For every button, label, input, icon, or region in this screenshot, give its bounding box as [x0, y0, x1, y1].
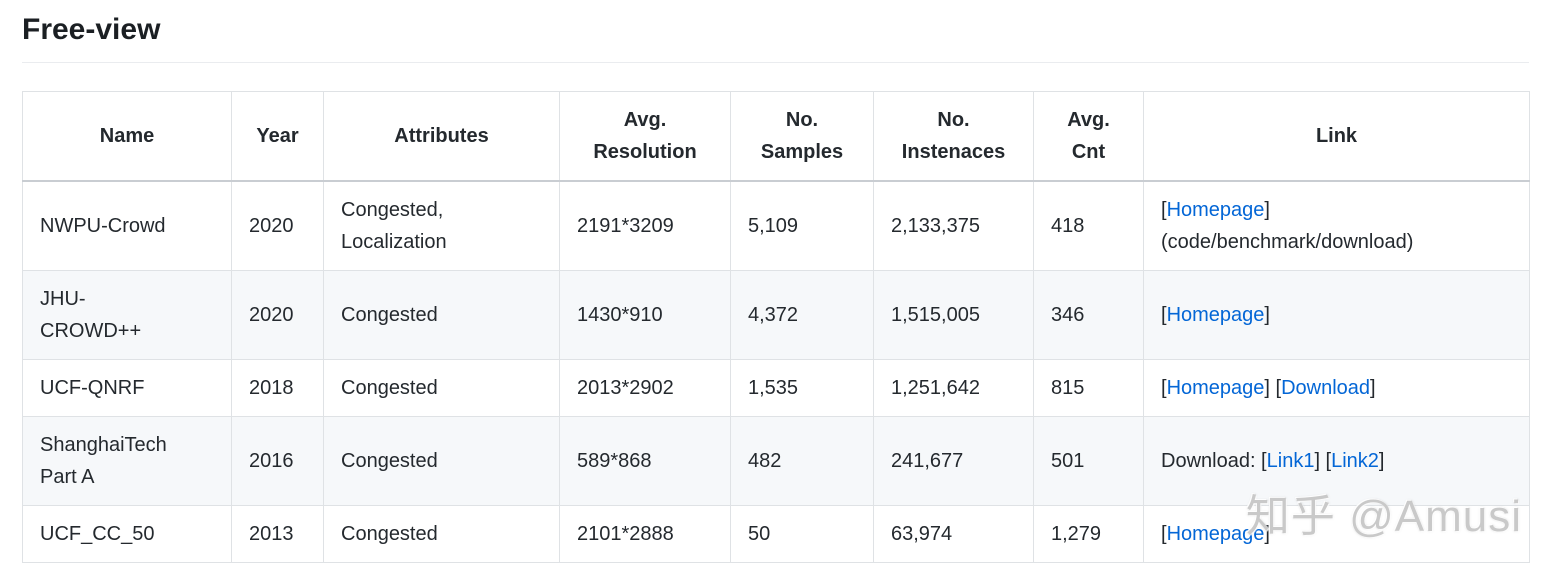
link-line: [Homepage] — [1161, 518, 1512, 550]
cell-avg-resolution: 589*868 — [559, 416, 731, 506]
cell-name: UCF-QNRF — [22, 359, 232, 417]
cell-year: 2016 — [231, 416, 324, 506]
link-plain-text: Download: [ — [1161, 450, 1267, 472]
cell-avg-cnt: 501 — [1033, 416, 1144, 506]
cell-year: 2020 — [231, 270, 324, 360]
link-plain-text: [ — [1161, 304, 1167, 326]
cell-attributes: Congested — [323, 270, 560, 360]
cell-avg-resolution: 1430*910 — [559, 270, 731, 360]
cell-name: JHU- CROWD++ — [22, 270, 232, 360]
column-header-no-instenaces: No. Instenaces — [873, 91, 1034, 182]
cell-year: 2013 — [231, 505, 324, 563]
column-header-avg-resolution: Avg. Resolution — [559, 91, 731, 182]
homepage-link[interactable]: Homepage — [1166, 377, 1265, 399]
cell-year: 2020 — [231, 180, 324, 271]
link-plain-text: ] — [1264, 304, 1270, 326]
cell-year: 2018 — [231, 359, 324, 417]
link-plain-text: [ — [1161, 523, 1167, 545]
cell-avg-cnt: 346 — [1033, 270, 1144, 360]
cell-avg-cnt: 418 — [1033, 180, 1144, 271]
cell-no-samples: 4,372 — [730, 270, 874, 360]
cell-attributes: Congested — [323, 505, 560, 563]
table-row: UCF_CC_50 2013 Congested 2101*2888 50 63,974 1… — [22, 505, 1530, 563]
cell-avg-resolution: 2013*2902 — [559, 359, 731, 417]
link-line: [Homepage] — [1161, 194, 1512, 226]
cell-name: NWPU-Crowd — [22, 180, 232, 271]
page-title: Free-view — [22, 10, 1529, 63]
table-header: Name Year Attributes Avg. Resolution No.… — [22, 91, 1530, 182]
cell-attributes: Congested — [323, 359, 560, 417]
link-plain-text: [ — [1161, 377, 1167, 399]
cell-no-instenaces: 2,133,375 — [873, 180, 1034, 271]
cell-attributes: Congested, Localization — [323, 180, 560, 271]
cell-avg-cnt: 815 — [1033, 359, 1144, 417]
table-row: NWPU-Crowd 2020 Congested, Localization 219… — [22, 180, 1530, 271]
link-plain-text: ] — [1264, 523, 1270, 545]
table-row: UCF-QNRF 2018 Congested 2013*2902 1,535 1,251… — [22, 359, 1530, 417]
link1-link[interactable]: Link1 — [1266, 450, 1315, 472]
link-line: [Homepage] — [1161, 299, 1512, 331]
cell-no-instenaces: 241,677 — [873, 416, 1034, 506]
cell-no-samples: 482 — [730, 416, 874, 506]
cell-avg-cnt: 1,279 — [1033, 505, 1144, 563]
cell-link: [Homepage] (code/benchmark/download) — [1143, 180, 1530, 271]
cell-link: Download: [Link1] [Link2] — [1143, 416, 1530, 506]
table-row: JHU- CROWD++ 2020 Congested 1430*910 4,372 1,… — [22, 270, 1530, 360]
link-line: (code/benchmark/download) — [1161, 226, 1512, 258]
cell-attributes: Congested — [323, 416, 560, 506]
link-plain-text: ] — [1370, 377, 1376, 399]
download-link[interactable]: Download — [1281, 377, 1371, 399]
table-body: NWPU-Crowd 2020 Congested, Localization 219… — [22, 180, 1530, 563]
homepage-link[interactable]: Homepage — [1166, 523, 1265, 545]
header-row: Name Year Attributes Avg. Resolution No.… — [22, 91, 1530, 182]
cell-no-samples: 50 — [730, 505, 874, 563]
column-header-avg-cnt: Avg. Cnt — [1033, 91, 1144, 182]
cell-avg-resolution: 2101*2888 — [559, 505, 731, 563]
link-line: Download: [Link1] [Link2] — [1161, 445, 1512, 477]
column-header-link: Link — [1143, 91, 1530, 182]
datasets-table: Name Year Attributes Avg. Resolution No.… — [22, 91, 1530, 563]
cell-no-instenaces: 63,974 — [873, 505, 1034, 563]
cell-no-instenaces: 1,515,005 — [873, 270, 1034, 360]
link2-link[interactable]: Link2 — [1331, 450, 1379, 472]
cell-avg-resolution: 2191*3209 — [559, 180, 731, 271]
link-plain-text: ] — [1264, 199, 1270, 221]
column-header-attributes: Attributes — [323, 91, 560, 182]
link-plain-text: [ — [1161, 199, 1167, 221]
cell-no-instenaces: 1,251,642 — [873, 359, 1034, 417]
link-plain-text: ] [ — [1264, 377, 1282, 399]
homepage-link[interactable]: Homepage — [1166, 304, 1265, 326]
cell-name: UCF_CC_50 — [22, 505, 232, 563]
homepage-link[interactable]: Homepage — [1166, 199, 1265, 221]
cell-name: ShanghaiTech Part A — [22, 416, 232, 506]
column-header-year: Year — [231, 91, 324, 182]
cell-link: [Homepage] — [1143, 505, 1530, 563]
cell-no-samples: 1,535 — [730, 359, 874, 417]
column-header-name: Name — [22, 91, 232, 182]
link-plain-text: ] [ — [1314, 450, 1332, 472]
cell-no-samples: 5,109 — [730, 180, 874, 271]
link-plain-text: (code/benchmark/download) — [1161, 231, 1414, 253]
link-plain-text: ] — [1378, 450, 1385, 472]
cell-link: [Homepage] [Download] — [1143, 359, 1530, 417]
cell-link: [Homepage] — [1143, 270, 1530, 360]
column-header-no-samples: No. Samples — [730, 91, 874, 182]
table-row: ShanghaiTech Part A 2016 Congested 589*868 4… — [22, 416, 1530, 506]
link-line: [Homepage] [Download] — [1161, 372, 1512, 404]
